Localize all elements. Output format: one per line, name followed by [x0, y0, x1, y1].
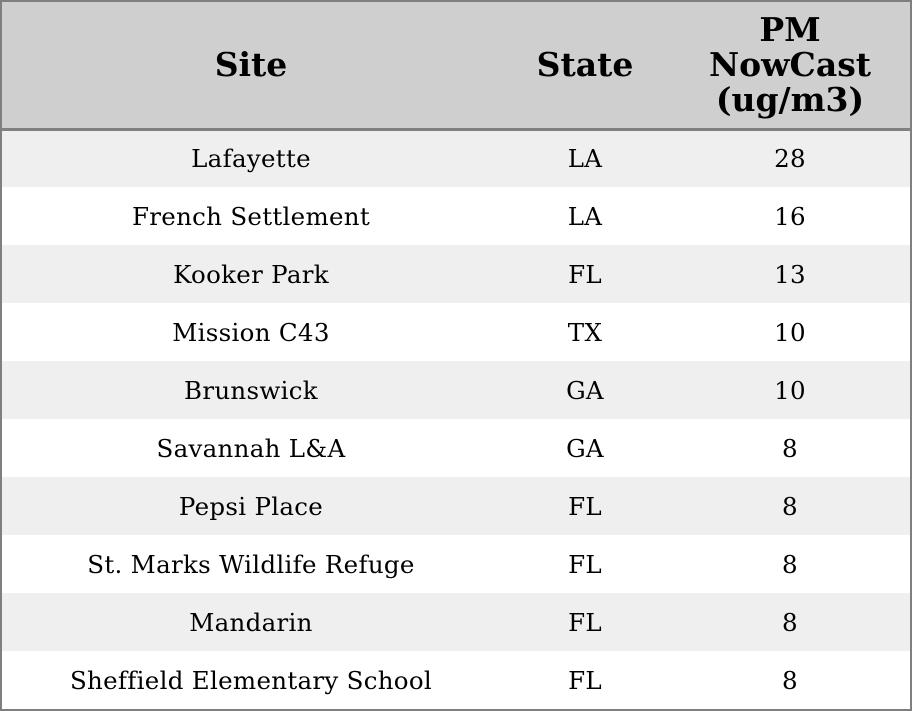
cell-state: FL [568, 491, 602, 521]
table-row: Brunswick GA 10 [2, 361, 910, 419]
cell-pm-nowcast: 10 [774, 375, 806, 405]
table-row: Savannah L&A GA 8 [2, 419, 910, 477]
cell-site: Savannah L&A [156, 433, 346, 463]
table-body: Lafayette LA 28 French Settlement LA 16 Kooker… [2, 129, 910, 709]
cell-site: Brunswick [184, 375, 318, 405]
column-header-pm-line-3: (ug/m3) [715, 80, 865, 120]
cell-state: FL [568, 665, 602, 695]
cell-pm-nowcast: 16 [774, 201, 806, 231]
cell-site: Mission C43 [172, 317, 330, 347]
table-row: Mission C43 TX 10 [2, 303, 910, 361]
cell-site: Lafayette [191, 144, 311, 174]
column-header-pm-line-1: PM [759, 10, 821, 50]
cell-pm-nowcast: 8 [782, 607, 798, 637]
cell-site: French Settlement [131, 201, 371, 231]
table-row: Kooker Park FL 13 [2, 245, 910, 303]
cell-site: Pepsi Place [178, 491, 324, 521]
cell-state: GA [566, 375, 604, 405]
cell-pm-nowcast: 13 [774, 259, 806, 289]
cell-state: FL [568, 549, 602, 579]
table-row: Pepsi Place FL 8 [2, 477, 910, 535]
column-header-site: Site [2, 2, 500, 131]
cell-state: GA [566, 433, 604, 463]
cell-pm-nowcast: 8 [782, 433, 798, 463]
table-row: Mandarin FL 8 [2, 593, 910, 651]
cell-state: LA [567, 144, 603, 174]
cell-site: Mandarin [189, 607, 313, 637]
table-row: French Settlement LA 16 [2, 187, 910, 245]
cell-pm-nowcast: 10 [774, 317, 806, 347]
cell-site: Kooker Park [173, 259, 329, 289]
cell-pm-nowcast: 8 [782, 549, 798, 579]
column-header-pm-line-2: NowCast [708, 45, 872, 85]
cell-state: FL [568, 259, 602, 289]
column-header-state: State [500, 2, 670, 131]
cell-state: TX [567, 317, 603, 347]
column-header-pm-nowcast: PM NowCast (ug/m3) [670, 2, 910, 131]
table-row: St. Marks Wildlife Refuge FL 8 [2, 535, 910, 593]
cell-pm-nowcast: 8 [782, 491, 798, 521]
cell-state: FL [568, 607, 602, 637]
table-row: Lafayette LA 28 [2, 129, 910, 187]
cell-site: St. Marks Wildlife Refuge [87, 549, 415, 579]
cell-pm-nowcast: 8 [782, 665, 798, 695]
table-row: Sheffield Elementary School FL 8 [2, 651, 910, 709]
cell-site: Sheffield Elementary School [69, 665, 433, 695]
table-header-row: Site State PM NowCast (ug/m3) [2, 2, 910, 131]
cell-pm-nowcast: 28 [774, 144, 806, 174]
cell-state: LA [567, 201, 603, 231]
